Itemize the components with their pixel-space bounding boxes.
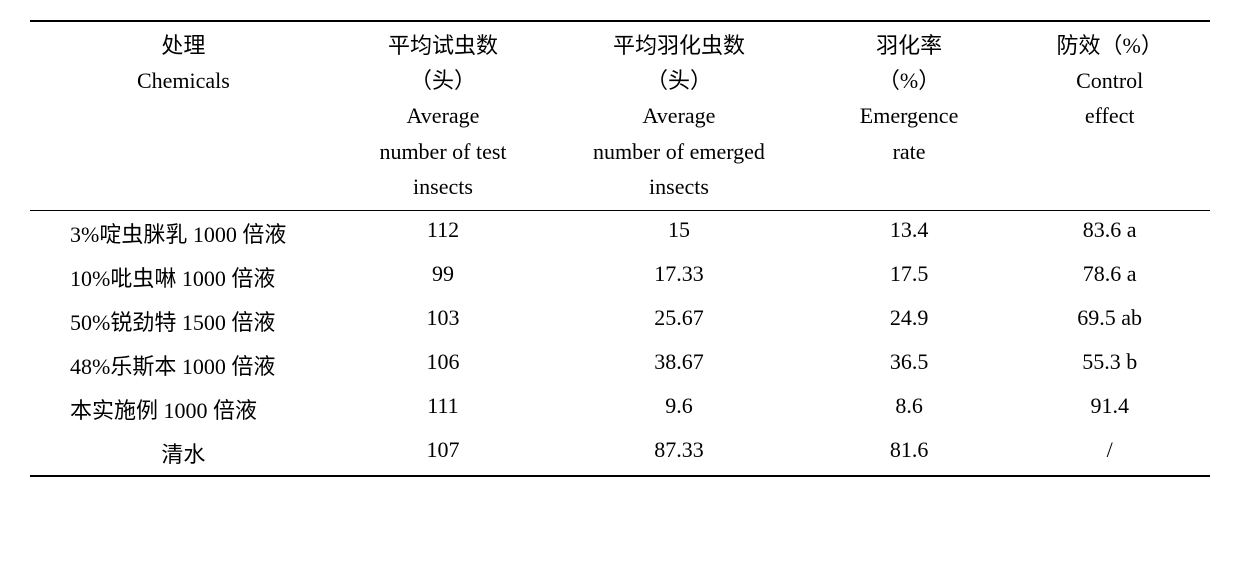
cell-emerged-insects: 9.6 xyxy=(549,387,809,431)
data-table: 处理 Chemicals 平均试虫数 （头） Average number of… xyxy=(30,20,1210,477)
header-chemicals: 处理 Chemicals xyxy=(30,21,337,210)
header-control-effect: 防效（%） Control effect xyxy=(1009,21,1210,210)
header-line: Chemicals xyxy=(38,63,329,98)
cell-test-insects: 103 xyxy=(337,299,549,343)
cell-chemical: 50%锐劲特 1500 倍液 xyxy=(30,299,337,343)
header-line: rate xyxy=(817,134,1002,169)
cell-emerged-insects: 25.67 xyxy=(549,299,809,343)
cell-control-effect: / xyxy=(1009,431,1210,476)
cell-emerged-insects: 17.33 xyxy=(549,255,809,299)
header-line: 羽化率 xyxy=(817,28,1002,63)
header-line: 平均羽化虫数 xyxy=(557,28,801,63)
header-line: 防效（%） xyxy=(1017,28,1202,63)
cell-chemical: 48%乐斯本 1000 倍液 xyxy=(30,343,337,387)
cell-chemical: 清水 xyxy=(30,431,337,476)
table-header: 处理 Chemicals 平均试虫数 （头） Average number of… xyxy=(30,21,1210,210)
table-row: 50%锐劲特 1500 倍液 103 25.67 24.9 69.5 ab xyxy=(30,299,1210,343)
header-line: 处理 xyxy=(38,28,329,63)
cell-control-effect: 69.5 ab xyxy=(1009,299,1210,343)
table-row: 3%啶虫脒乳 1000 倍液 112 15 13.4 83.6 a xyxy=(30,210,1210,255)
cell-chemical: 3%啶虫脒乳 1000 倍液 xyxy=(30,210,337,255)
header-emergence-rate: 羽化率 （%） Emergence rate xyxy=(809,21,1010,210)
cell-test-insects: 99 xyxy=(337,255,549,299)
cell-emergence-rate: 8.6 xyxy=(809,387,1010,431)
cell-emergence-rate: 36.5 xyxy=(809,343,1010,387)
table-row: 清水 107 87.33 81.6 / xyxy=(30,431,1210,476)
cell-emerged-insects: 87.33 xyxy=(549,431,809,476)
table-row: 本实施例 1000 倍液 111 9.6 8.6 91.4 xyxy=(30,387,1210,431)
header-line: （%） xyxy=(817,63,1002,98)
cell-emerged-insects: 15 xyxy=(549,210,809,255)
cell-test-insects: 106 xyxy=(337,343,549,387)
header-avg-test-insects: 平均试虫数 （头） Average number of test insects xyxy=(337,21,549,210)
header-line: effect xyxy=(1017,98,1202,133)
cell-control-effect: 91.4 xyxy=(1009,387,1210,431)
cell-control-effect: 83.6 a xyxy=(1009,210,1210,255)
header-line: Emergence xyxy=(817,98,1002,133)
cell-chemical: 10%吡虫啉 1000 倍液 xyxy=(30,255,337,299)
header-line: insects xyxy=(557,169,801,204)
header-line: Control xyxy=(1017,63,1202,98)
header-line: （头） xyxy=(557,63,801,98)
header-avg-emerged-insects: 平均羽化虫数 （头） Average number of emerged ins… xyxy=(549,21,809,210)
header-line: number of emerged xyxy=(557,134,801,169)
header-line: Average xyxy=(345,98,541,133)
cell-control-effect: 55.3 b xyxy=(1009,343,1210,387)
cell-test-insects: 112 xyxy=(337,210,549,255)
cell-emerged-insects: 38.67 xyxy=(549,343,809,387)
table-row: 10%吡虫啉 1000 倍液 99 17.33 17.5 78.6 a xyxy=(30,255,1210,299)
header-line: （头） xyxy=(345,63,541,98)
cell-chemical: 本实施例 1000 倍液 xyxy=(30,387,337,431)
cell-test-insects: 107 xyxy=(337,431,549,476)
cell-emergence-rate: 17.5 xyxy=(809,255,1010,299)
header-line: Average xyxy=(557,98,801,133)
header-line: insects xyxy=(345,169,541,204)
cell-emergence-rate: 81.6 xyxy=(809,431,1010,476)
cell-control-effect: 78.6 a xyxy=(1009,255,1210,299)
cell-test-insects: 111 xyxy=(337,387,549,431)
header-line: number of test xyxy=(345,134,541,169)
table-row: 48%乐斯本 1000 倍液 106 38.67 36.5 55.3 b xyxy=(30,343,1210,387)
table-body: 3%啶虫脒乳 1000 倍液 112 15 13.4 83.6 a 10%吡虫啉… xyxy=(30,210,1210,476)
cell-emergence-rate: 24.9 xyxy=(809,299,1010,343)
cell-emergence-rate: 13.4 xyxy=(809,210,1010,255)
header-line: 平均试虫数 xyxy=(345,28,541,63)
